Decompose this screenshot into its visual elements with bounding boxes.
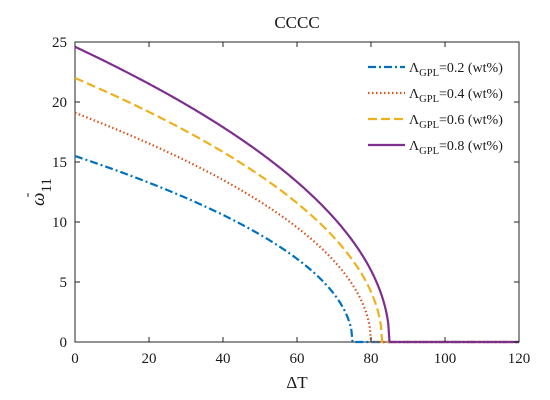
legend-label-subscript: GPL [419,68,439,79]
legend: ΛGPL=0.2 (wt%)ΛGPL=0.4 (wt%)ΛGPL=0.6 (wt… [362,49,514,161]
legend-label-subscript: GPL [419,146,439,157]
x-tick-label: 100 [434,351,457,367]
y-axis-label: ω11 - [20,178,55,206]
legend-label-symbol: Λ [409,61,420,76]
x-tick-label: 80 [364,351,379,367]
series-line-3 [74,76,519,344]
y-tick-label: 20 [52,95,67,111]
y-axis-label-subscript: 11 [39,178,55,192]
legend-label-4: ΛGPL=0.8 (wt%) [409,139,503,157]
legend-label-value: =0.4 (wt%) [439,87,503,102]
x-tick-label: 120 [508,351,531,367]
x-tick-label: 40 [216,351,231,367]
legend-label-3: ΛGPL=0.6 (wt%) [409,113,503,131]
x-axis: 0 20 40 60 80 100 120 [71,42,530,367]
series-line-2 [74,111,519,344]
series-line-1 [74,154,519,344]
legend-label-value: =0.8 (wt%) [439,139,503,154]
legend-label-symbol: Λ [409,139,420,154]
svg-text:ω11: ω11 [28,178,55,206]
series-line-4 [74,45,519,344]
legend-label-symbol: Λ [409,87,420,102]
x-tick-label: 20 [142,351,157,367]
legend-label-1: ΛGPL=0.2 (wt%) [409,61,503,79]
y-tick-label: 0 [60,335,68,351]
legend-label-subscript: GPL [419,94,439,105]
chart-title: CCCC [274,13,319,32]
legend-label-value: =0.2 (wt%) [439,61,503,76]
y-axis: 0 5 10 15 20 25 [52,35,519,351]
y-axis-label-base: ω [28,193,49,206]
x-axis-label: ΔT [286,373,308,392]
legend-label-subscript: GPL [419,120,439,131]
y-axis-label-accent: - [20,192,35,197]
y-tick-label: 25 [52,35,67,51]
x-tick-label: 0 [71,351,79,367]
legend-label-symbol: Λ [409,113,420,128]
legend-label-value: =0.6 (wt%) [439,113,503,128]
series-layer [74,45,519,344]
y-tick-label: 15 [52,155,67,171]
x-tick-label: 60 [290,351,305,367]
y-tick-label: 10 [52,215,67,231]
legend-label-2: ΛGPL=0.4 (wt%) [409,87,503,105]
y-tick-label: 5 [60,275,68,291]
